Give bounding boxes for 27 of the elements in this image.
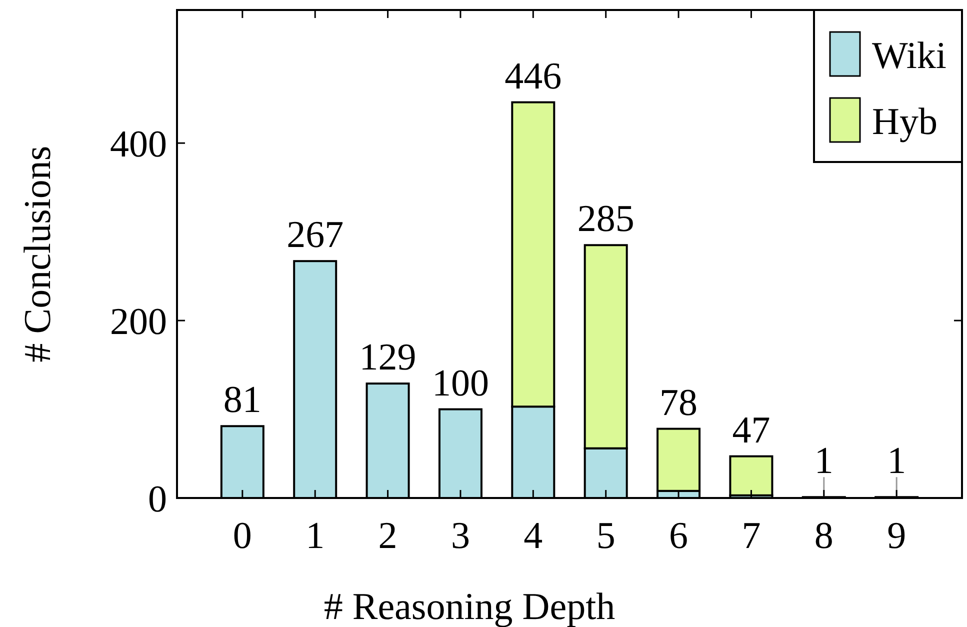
total-label: 100 xyxy=(432,362,489,404)
legend-label: Hyb xyxy=(872,101,938,143)
x-tick-label: 3 xyxy=(450,515,470,557)
x-axis-title: # Reasoning Depth xyxy=(324,586,616,627)
total-label: 1 xyxy=(814,440,834,482)
total-label: 285 xyxy=(577,198,634,240)
total-label: 129 xyxy=(359,336,416,379)
legend-label: Wiki xyxy=(872,35,946,77)
total-label: 47 xyxy=(732,409,770,452)
total-label: 446 xyxy=(504,55,562,98)
total-label: 1 xyxy=(887,440,906,482)
x-tick-label: 9 xyxy=(887,515,906,557)
x-tick-label: 2 xyxy=(378,515,398,557)
y-tick-label: 200 xyxy=(110,300,167,343)
total-label: 81 xyxy=(223,379,262,422)
x-tick-label: 0 xyxy=(232,515,252,557)
x-tick-label: 7 xyxy=(742,515,761,557)
x-tick-label: 6 xyxy=(669,515,688,557)
x-tick-label: 1 xyxy=(306,515,325,557)
x-tick-label: 8 xyxy=(814,515,834,557)
total-label: 267 xyxy=(286,214,344,256)
x-tick-label: 5 xyxy=(596,515,616,557)
x-tick-label: 4 xyxy=(524,515,543,557)
total-label: 78 xyxy=(660,382,698,424)
y-tick-label: 0 xyxy=(148,478,167,520)
y-axis-title: # Conclusions xyxy=(17,146,59,362)
y-tick-label: 400 xyxy=(110,123,167,166)
